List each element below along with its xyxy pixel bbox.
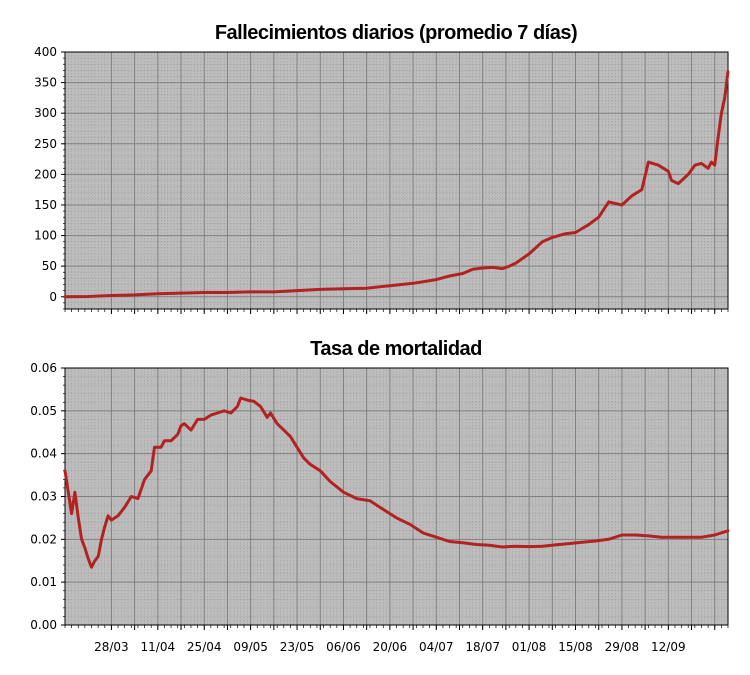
- gridlines: [64, 51, 729, 310]
- x-tick-label: 15/08: [558, 640, 593, 654]
- y-tick-label: 250: [34, 137, 57, 151]
- y-tick-label: 0.06: [30, 361, 57, 375]
- chart-mortality-rate: Tasa de mortalidad 0.00 0.01 0.02 0.03 0.04 0…: [30, 338, 730, 654]
- y-tick-label: 0: [49, 290, 57, 304]
- y-tick-label: 100: [34, 229, 57, 243]
- chart-title-deaths: Fallecimientos diarios (promedio 7 días): [215, 22, 577, 44]
- x-tick-label: 04/07: [419, 640, 454, 654]
- y-tick-label: 400: [34, 45, 57, 59]
- x-tick-label: 28/03: [94, 640, 129, 654]
- x-tick-label: 25/04: [187, 640, 222, 654]
- x-tick-label: 01/08: [512, 640, 547, 654]
- y-tick-label: 0.02: [30, 532, 57, 546]
- series-line: [63, 70, 730, 299]
- y-tick-label: 0.03: [30, 490, 57, 504]
- y-tick-label: 350: [34, 76, 57, 90]
- y-tick-label: 150: [34, 198, 57, 212]
- y-tick-label: 300: [34, 106, 57, 120]
- x-tick-label: 20/06: [373, 640, 408, 654]
- chart-title-mortality: Tasa de mortalidad: [310, 338, 482, 360]
- chart-deaths: Fallecimientos diarios (promedio 7 días)…: [34, 22, 730, 314]
- y-tick-label: 0.01: [30, 575, 57, 589]
- y-tick-label: 50: [42, 259, 57, 273]
- x-tick-label: 29/08: [605, 640, 640, 654]
- y-tick-label: 200: [34, 167, 57, 181]
- series-line: [63, 396, 730, 569]
- x-tick-label: 18/07: [465, 640, 500, 654]
- y-tick-label: 0.05: [30, 404, 57, 418]
- y-tick-label: 0.04: [30, 447, 57, 461]
- x-tick-label: 23/05: [280, 640, 315, 654]
- x-tick-label: 12/09: [651, 640, 686, 654]
- x-tick-label: 11/04: [141, 640, 176, 654]
- x-tick-label: 06/06: [326, 640, 361, 654]
- y-tick-label: 0.00: [30, 618, 57, 632]
- x-tick-label: 09/05: [233, 640, 268, 654]
